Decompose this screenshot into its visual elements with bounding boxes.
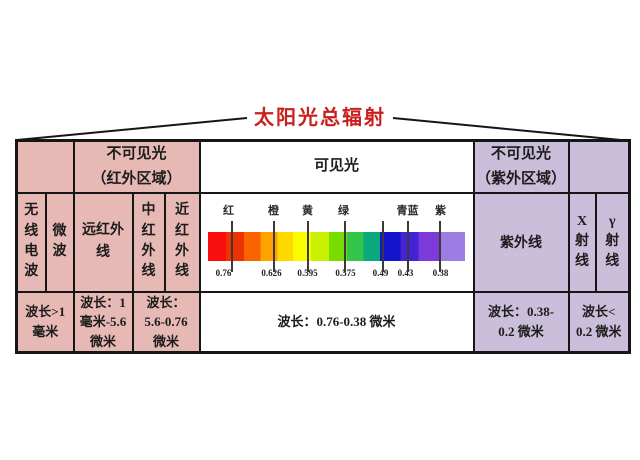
spectrum-wavelength-value: 0.575 <box>335 267 356 278</box>
band-gamma: γ射线 <box>594 191 631 293</box>
visible-spectrum-graphic: 红 橙 黄 绿 青蓝 紫 0.76 0.626 0.595 <box>202 195 472 290</box>
band-near-infrared-label: 近红外线 <box>175 203 189 280</box>
spectrum-color-label: 青蓝 <box>396 204 419 217</box>
spectrum-tick <box>230 220 233 272</box>
wavelength-visible: 波长：0.76-0.38 微米 <box>198 290 475 354</box>
band-far-infrared: 远红外线 <box>72 191 134 293</box>
spectrum-tick <box>343 220 346 272</box>
spectrum-table: 不可见光 （红外区域） 可见光 不可见光 （紫外区域） 无线电波 微波 远红外线… <box>15 139 631 354</box>
spectrum-tick <box>438 220 441 272</box>
band-ultraviolet: 紫外线 <box>472 191 570 293</box>
spectrum-color-label: 橙 <box>268 204 279 217</box>
spectrum-color-label: 紫 <box>435 204 446 217</box>
spectrum-wavelength-value: 0.43 <box>397 267 414 278</box>
spectrum-tick <box>381 220 384 272</box>
band-microwave: 微波 <box>44 191 75 293</box>
spectrum-gradient-bar <box>207 231 465 261</box>
diagram-title: 太阳光总辐射 <box>254 107 386 129</box>
spectrum-wavelength-value: 0.76 <box>215 267 232 278</box>
spectrum-tick <box>272 220 275 272</box>
wavelength-radio-microwave: 波长>1 毫米 <box>15 290 75 354</box>
band-microwave-label: 微波 <box>52 223 67 259</box>
band-radio-waves-label: 无线电波 <box>24 203 39 280</box>
spectrum-wavelength-value: 0.38 <box>432 267 449 278</box>
header-radio-microwave-blank <box>15 139 75 194</box>
band-radio-waves: 无线电波 <box>15 191 47 293</box>
wavelength-far-infrared: 波长：1 毫米-5.6 微米 <box>72 290 134 354</box>
spectrum-tick <box>306 220 309 272</box>
wavelength-xray-gamma: 波长< 0.2 微米 <box>567 290 631 354</box>
spectrum-color-label: 红 <box>223 204 234 217</box>
header-ultraviolet-region: 不可见光 （紫外区域） <box>472 139 570 194</box>
spectrum-color-label: 绿 <box>338 204 349 217</box>
header-visible-light: 可见光 <box>198 139 475 194</box>
spectrum-wavelength-value: 0.626 <box>261 267 282 278</box>
band-mid-infrared: 中红外线 <box>131 191 166 293</box>
band-xray-label: X射线 <box>575 213 589 270</box>
spectrum-wavelength-value: 0.49 <box>372 267 389 278</box>
band-gamma-label: γ射线 <box>605 213 620 270</box>
band-mid-infrared-label: 中红外线 <box>141 203 156 280</box>
band-ultraviolet-label: 紫外线 <box>500 236 542 251</box>
band-xray: X射线 <box>567 191 597 293</box>
spectrum-tick <box>406 220 409 272</box>
spectrum-color-label: 黄 <box>302 204 313 217</box>
wavelength-ultraviolet: 波长：0.38- 0.2 微米 <box>472 290 570 354</box>
header-infrared-region: 不可见光 （红外区域） <box>72 139 201 194</box>
spectrum-wavelength-value: 0.595 <box>297 267 318 278</box>
band-far-infrared-label: 远红外线 <box>81 222 124 260</box>
band-near-infrared: 近红外线 <box>163 191 201 293</box>
visible-spectrum-cell: 红 橙 黄 绿 青蓝 紫 0.76 0.626 0.595 <box>198 191 475 293</box>
header-xray-gamma-blank <box>567 139 631 194</box>
wavelength-mid-near-infrared: 波长： 5.6-0.76 微米 <box>131 290 201 354</box>
